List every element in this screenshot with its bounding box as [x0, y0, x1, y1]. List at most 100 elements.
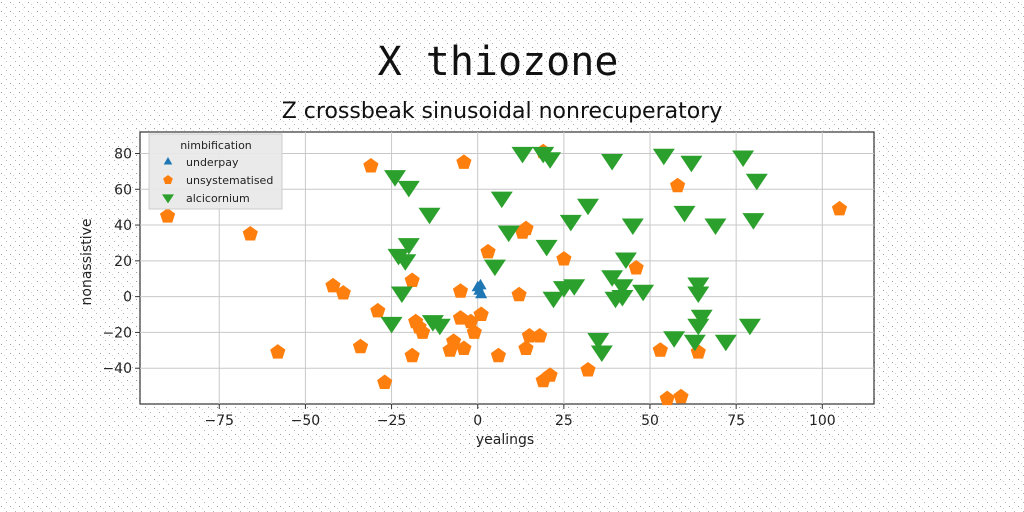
- y-tick-label: 20: [114, 254, 132, 270]
- point-alcicornium: [590, 345, 613, 362]
- point-alcicornium: [687, 286, 710, 303]
- point-unsystematised: [335, 285, 351, 300]
- point-alcicornium: [428, 318, 451, 336]
- point-alcicornium: [418, 207, 441, 225]
- y-tick-label: 60: [114, 182, 132, 198]
- point-alcicornium: [397, 238, 420, 255]
- legend: nimbification underpay unsystematised al…: [148, 133, 283, 210]
- legend-label-unsystematised: unsystematised: [186, 174, 273, 187]
- point-alcicornium: [539, 152, 562, 169]
- point-alcicornium: [663, 331, 686, 348]
- y-tick-label: 40: [114, 218, 132, 234]
- point-alcicornium: [680, 155, 703, 173]
- x-tick-label: 100: [809, 413, 836, 429]
- point-unsystematised: [518, 220, 534, 236]
- x-axis-label: yealings: [476, 432, 534, 448]
- point-unsystematised: [659, 390, 675, 406]
- y-tick-label: 0: [123, 290, 132, 306]
- point-unsystematised: [363, 158, 379, 173]
- point-alcicornium: [738, 318, 761, 336]
- chart-title: Z crossbeak sinusoidal nonrecuperatory: [282, 99, 723, 124]
- point-unsystematised: [452, 283, 469, 298]
- point-unsystematised: [370, 302, 386, 318]
- point-alcicornium: [380, 316, 403, 334]
- point-unsystematised: [473, 306, 489, 321]
- point-unsystematised: [521, 328, 537, 343]
- x-axis-ticks: −75 −50 −25 0 25 50 75 100: [204, 404, 836, 429]
- x-tick-label: −50: [291, 413, 321, 429]
- point-alcicornium: [563, 279, 586, 296]
- x-tick-label: 0: [473, 413, 482, 429]
- x-tick-label: 75: [727, 413, 745, 429]
- point-alcicornium: [577, 198, 599, 216]
- point-unsystematised: [652, 342, 668, 357]
- point-alcicornium: [490, 191, 513, 209]
- y-tick-label: −20: [102, 325, 132, 341]
- point-underpay: [475, 287, 488, 299]
- point-alcicornium: [397, 180, 420, 198]
- point-unsystematised: [404, 347, 420, 363]
- point-unsystematised: [490, 347, 506, 363]
- y-axis-ticks: −40 −20 0 20 40 60 80: [102, 146, 140, 377]
- point-alcicornium: [611, 279, 634, 296]
- point-alcicornium: [511, 146, 534, 164]
- point-unsystematised: [831, 200, 848, 216]
- point-alcicornium: [535, 239, 558, 257]
- point-unsystematised: [270, 344, 286, 359]
- point-unsystematised: [446, 333, 462, 348]
- point-unsystematised: [456, 340, 472, 355]
- point-unsystematised: [160, 208, 176, 223]
- point-unsystematised: [352, 338, 369, 354]
- point-alcicornium: [690, 309, 713, 327]
- point-unsystematised: [466, 324, 482, 339]
- point-alcicornium: [621, 218, 644, 235]
- point-alcicornium: [390, 286, 413, 303]
- point-alcicornium: [704, 218, 727, 235]
- point-alcicornium: [601, 154, 624, 171]
- point-unsystematised: [480, 243, 496, 259]
- point-unsystematised: [456, 154, 472, 169]
- point-alcicornium: [601, 270, 624, 287]
- point-alcicornium: [497, 225, 520, 243]
- legend-marker-alcicornium: [162, 194, 174, 204]
- point-alcicornium: [384, 170, 406, 187]
- x-tick-label: −25: [377, 413, 407, 429]
- point-alcicornium: [745, 173, 768, 191]
- point-underpay: [474, 278, 487, 290]
- x-tick-label: −75: [204, 413, 234, 429]
- point-alcicornium: [614, 252, 637, 269]
- point-unsystematised: [518, 340, 534, 355]
- point-unsystematised: [511, 286, 527, 302]
- point-unsystematised: [556, 251, 572, 266]
- point-alcicornium: [587, 333, 610, 350]
- y-axis-label: nonassistive: [79, 219, 95, 306]
- legend-label-underpay: underpay: [186, 156, 239, 169]
- point-unsystematised: [580, 362, 596, 377]
- point-unsystematised: [377, 374, 393, 389]
- point-unsystematised: [415, 324, 431, 339]
- point-alcicornium: [394, 254, 417, 271]
- legend-label-alcicornium: alcicornium: [186, 192, 250, 205]
- point-alcicornium: [673, 205, 696, 223]
- figure-suptitle: X thiozone: [378, 39, 619, 85]
- point-alcicornium: [714, 334, 737, 352]
- x-tick-label: 50: [641, 413, 659, 429]
- point-unsystematised: [670, 177, 686, 193]
- legend-markers: [162, 157, 174, 204]
- point-alcicornium: [652, 148, 675, 166]
- point-alcicornium: [732, 150, 755, 167]
- point-unsystematised: [673, 388, 689, 404]
- point-unsystematised: [404, 272, 420, 287]
- point-unsystematised: [242, 226, 258, 241]
- legend-marker-underpay: [163, 157, 173, 165]
- y-tick-label: 80: [114, 146, 132, 162]
- legend-marker-unsystematised: [163, 175, 173, 184]
- point-unsystematised: [542, 367, 558, 382]
- point-alcicornium: [742, 213, 765, 230]
- point-alcicornium: [542, 291, 565, 309]
- point-unsystematised: [628, 260, 644, 275]
- legend-title: nimbification: [180, 139, 252, 152]
- x-tick-label: 25: [555, 413, 573, 429]
- point-alcicornium: [687, 277, 710, 294]
